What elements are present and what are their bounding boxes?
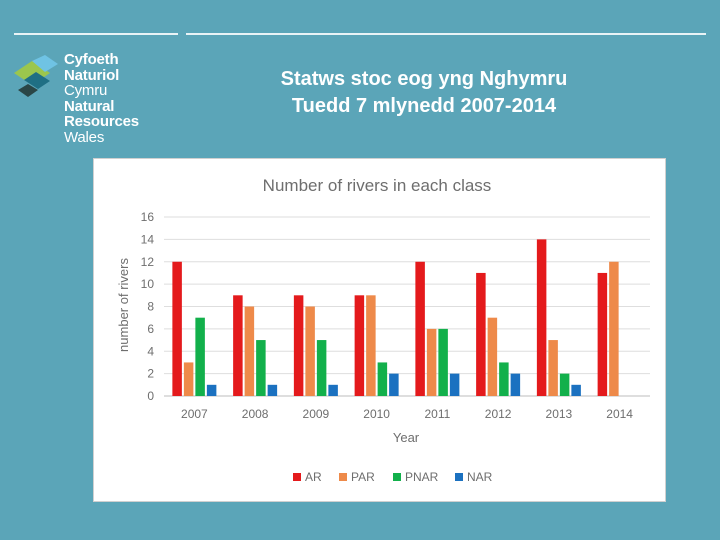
x-tick-label: 2014 [606, 407, 633, 421]
title-line-2: Tuedd 7 mlynedd 2007-2014 [291, 95, 557, 117]
bar-ar-2012 [476, 272, 486, 396]
logo-line: Resources [64, 113, 139, 130]
nrw-logo: Cyfoeth Naturiol Cymru Natural Resources… [12, 52, 162, 145]
y-tick-label: 2 [147, 367, 154, 381]
y-tick-label: 6 [147, 322, 154, 336]
x-tick-label: 2009 [303, 407, 330, 421]
bar-nar-2008 [267, 384, 278, 396]
title-line-1: Statws stoc eog yng Nghymru [280, 68, 568, 90]
header-rule-left [14, 33, 178, 35]
bar-par-2013 [548, 340, 558, 396]
logo-line: Cymru [64, 82, 108, 99]
y-tick-label: 14 [141, 232, 155, 246]
x-tick-label: 2011 [424, 407, 450, 421]
x-tick-label: 2012 [485, 407, 512, 421]
bar-pnar-2013 [559, 373, 570, 396]
bar-par-2007 [183, 362, 194, 396]
bar-nar-2011 [449, 373, 460, 396]
page-title: Statws stoc eog yng Nghymru Tuedd 7 mlyn… [214, 66, 634, 120]
y-axis-label: number of rivers [116, 258, 131, 352]
bar-chart: Number of rivers in each class number of… [116, 176, 650, 484]
y-tick-label: 16 [141, 210, 155, 224]
bar-nar-2010 [389, 373, 399, 396]
bar-par-2010 [366, 295, 376, 396]
x-axis-label: Year [393, 430, 420, 445]
bar-nar-2007 [206, 384, 217, 396]
bar-ar-2009 [293, 295, 304, 396]
y-tick-label: 8 [147, 300, 154, 314]
logo-wordmark: Cyfoeth Naturiol Cymru Natural Resources… [64, 52, 139, 145]
legend-swatch-par [339, 473, 347, 481]
bar-par-2014 [609, 261, 619, 396]
legend-swatch-pnar [393, 473, 401, 481]
logo-line: Cyfoeth [64, 51, 119, 68]
legend-swatch-ar [293, 473, 301, 481]
chart-title: Number of rivers in each class [263, 176, 492, 195]
x-tick-label: 2007 [181, 407, 208, 421]
nrw-logo-mark [14, 55, 58, 97]
bar-nar-2012 [510, 373, 521, 396]
chart-panel: Number of rivers in each class number of… [93, 158, 666, 502]
logo-line: Naturiol [64, 66, 120, 84]
legend-swatch-nar [455, 473, 463, 481]
bar-par-2011 [426, 328, 437, 396]
bar-ar-2011 [415, 261, 425, 396]
legend-label-par: PAR [351, 470, 375, 484]
legend-label-pnar: PNAR [405, 470, 439, 484]
bar-ar-2014 [597, 272, 608, 396]
y-tick-label: 12 [141, 255, 155, 269]
bar-nar-2013 [571, 384, 581, 396]
bar-nar-2009 [328, 384, 338, 396]
bar-ar-2013 [536, 239, 547, 396]
legend-label-nar: NAR [467, 470, 493, 484]
bar-ar-2010 [354, 295, 365, 396]
y-tick-label: 0 [147, 389, 154, 403]
y-tick-label: 4 [147, 344, 154, 358]
bar-par-2008 [244, 306, 255, 396]
bar-pnar-2012 [499, 362, 509, 396]
bar-pnar-2007 [195, 317, 205, 396]
bar-par-2012 [487, 317, 498, 396]
bar-pnar-2011 [438, 328, 448, 396]
bar-pnar-2009 [316, 340, 327, 396]
logo-line: Wales [64, 128, 105, 146]
bar-ar-2007 [172, 261, 182, 396]
bar-ar-2008 [233, 295, 243, 396]
bar-par-2009 [305, 306, 315, 396]
y-tick-label: 10 [141, 277, 155, 291]
legend-label-ar: AR [305, 470, 322, 484]
bar-pnar-2010 [377, 362, 388, 396]
x-tick-label: 2013 [546, 407, 573, 421]
logo-line: Natural [64, 97, 115, 115]
x-tick-label: 2010 [363, 407, 390, 421]
bar-pnar-2008 [256, 340, 266, 396]
x-tick-label: 2008 [242, 407, 269, 421]
header-rule-right [186, 33, 706, 35]
